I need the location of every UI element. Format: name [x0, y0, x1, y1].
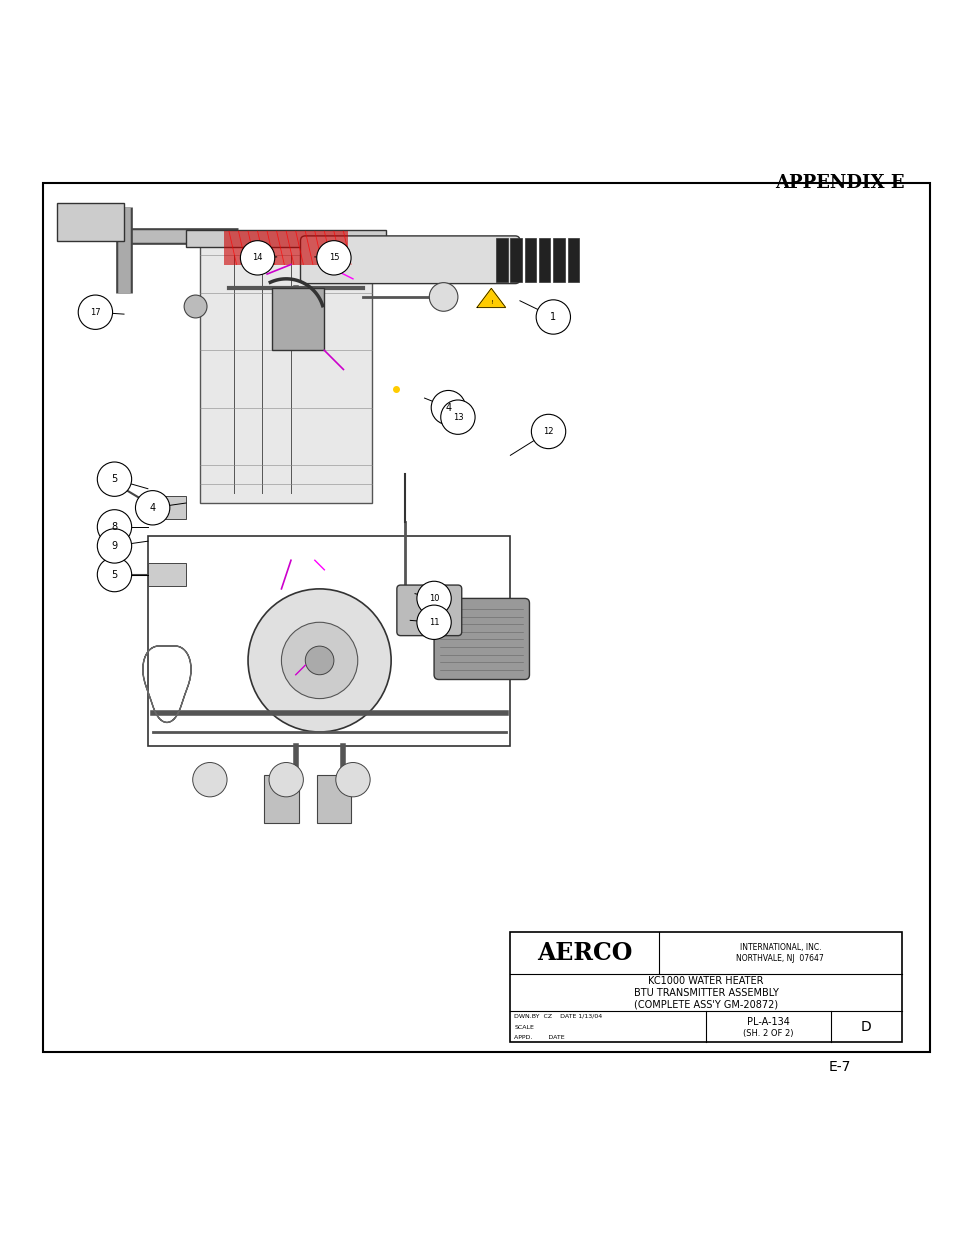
Text: 17: 17: [90, 308, 101, 316]
Text: !: !: [490, 300, 492, 305]
Bar: [538, 238, 550, 282]
Circle shape: [135, 490, 170, 525]
Circle shape: [97, 510, 132, 545]
Text: 14: 14: [252, 253, 263, 262]
Text: 1: 1: [550, 312, 556, 322]
Bar: [148, 563, 186, 587]
Text: 9: 9: [112, 541, 117, 551]
Text: 4: 4: [150, 503, 155, 513]
Bar: [200, 236, 372, 503]
Bar: [510, 932, 901, 1042]
FancyBboxPatch shape: [396, 585, 461, 636]
FancyBboxPatch shape: [300, 236, 519, 284]
Text: 5: 5: [112, 569, 117, 579]
Bar: [496, 238, 507, 282]
Circle shape: [316, 241, 351, 275]
Bar: [148, 536, 510, 746]
Circle shape: [193, 762, 227, 797]
Circle shape: [269, 762, 303, 797]
Text: 5: 5: [112, 474, 117, 484]
Circle shape: [97, 557, 132, 592]
Bar: [510, 238, 521, 282]
Circle shape: [531, 414, 565, 448]
Text: (SH. 2 OF 2): (SH. 2 OF 2): [742, 1029, 793, 1037]
Text: PL-A-134: PL-A-134: [746, 1018, 789, 1028]
Bar: [553, 238, 564, 282]
Bar: [148, 496, 186, 519]
Text: SCALE: SCALE: [514, 1025, 534, 1030]
Bar: [567, 238, 578, 282]
Circle shape: [97, 529, 132, 563]
Text: DWN.BY  CZ    DATE 1/13/04: DWN.BY CZ DATE 1/13/04: [514, 1013, 602, 1018]
Text: 10: 10: [428, 594, 439, 603]
Bar: [264, 774, 298, 823]
Text: 11: 11: [428, 618, 439, 627]
Bar: [316, 774, 351, 823]
Text: D: D: [860, 1020, 871, 1034]
Bar: [186, 230, 386, 247]
Circle shape: [416, 605, 451, 640]
Text: 8: 8: [112, 522, 117, 532]
Polygon shape: [476, 288, 505, 308]
Text: E-7: E-7: [827, 1060, 850, 1073]
Text: 12: 12: [542, 427, 554, 436]
Circle shape: [240, 241, 274, 275]
Bar: [272, 288, 324, 351]
Text: APPD.        DATE: APPD. DATE: [514, 1035, 564, 1040]
Text: KC1000 WATER HEATER
BTU TRANSMITTER ASSEMBLY
(COMPLETE ASS'Y GM-20872): KC1000 WATER HEATER BTU TRANSMITTER ASSE…: [633, 976, 778, 1009]
Circle shape: [416, 582, 451, 615]
Text: 13: 13: [452, 412, 463, 421]
Bar: [57, 203, 124, 241]
Text: 15: 15: [328, 253, 339, 262]
Text: APPENDIX E: APPENDIX E: [774, 174, 903, 191]
Circle shape: [248, 589, 391, 732]
Circle shape: [281, 622, 357, 699]
Circle shape: [440, 400, 475, 435]
Circle shape: [78, 295, 112, 330]
Bar: [524, 238, 536, 282]
Circle shape: [536, 300, 570, 335]
Circle shape: [335, 762, 370, 797]
Circle shape: [184, 295, 207, 317]
Circle shape: [305, 646, 334, 674]
Circle shape: [97, 462, 132, 496]
FancyBboxPatch shape: [434, 599, 529, 679]
Text: AERCO: AERCO: [537, 941, 632, 966]
Text: 4: 4: [445, 403, 451, 412]
Text: INTERNATIONAL, INC.
NORTHVALE, NJ  07647: INTERNATIONAL, INC. NORTHVALE, NJ 07647: [736, 944, 823, 963]
Circle shape: [429, 283, 457, 311]
Circle shape: [431, 390, 465, 425]
